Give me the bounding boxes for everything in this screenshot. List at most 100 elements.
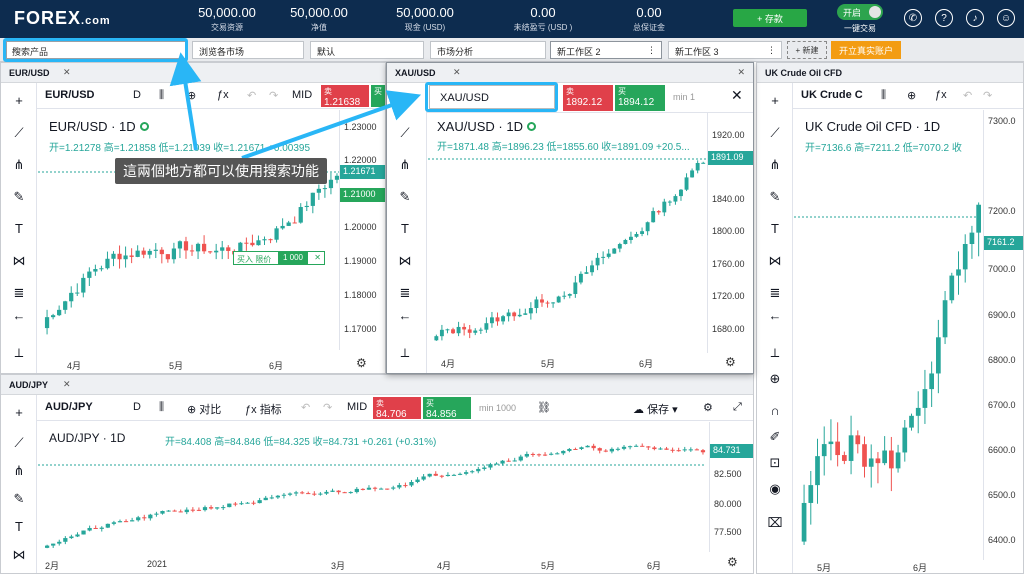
more-icon[interactable]: ⋮ [767,45,776,55]
zoom-icon[interactable]: ⊕ [11,371,27,373]
compare-icon[interactable]: ⊕ [907,90,917,102]
compare-button[interactable]: ⊕ 对比 [187,404,222,416]
interval-button[interactable]: D [133,401,141,413]
candles-eurusd[interactable] [38,110,340,340]
trendline-icon[interactable]: ⟋ [770,125,780,140]
brush-icon[interactable]: ✎ [769,189,781,204]
settings-icon[interactable]: ⚙ [356,356,367,370]
close-window-icon[interactable]: ✕ [737,67,745,77]
lock-draw-icon[interactable]: ✐ [769,429,781,444]
trash-icon[interactable]: ⌧ [767,515,783,530]
redo-icon[interactable]: ↷ [269,90,279,102]
trendline-icon[interactable]: ⟋ [14,435,24,450]
ruler-icon[interactable]: ⟂ [14,345,24,360]
pitchfork-icon[interactable]: ⋔ [769,157,781,172]
redo-icon[interactable]: ↷ [983,90,993,102]
text-icon[interactable]: T [401,221,409,236]
price-mode-label[interactable]: MID [292,89,313,101]
undo-icon[interactable]: ↶ [301,402,311,414]
close-icon[interactable]: ✕ [731,87,743,103]
candles-ukoil[interactable] [794,159,982,559]
tab-market-analysis[interactable]: 市场分析 [430,41,546,59]
indicators-button[interactable]: ƒx 指标 [245,404,282,416]
text-icon[interactable]: T [771,221,779,236]
candle-type-icon[interactable]: ⫼ [159,89,165,101]
bell-icon[interactable]: ♪ [966,9,984,27]
close-icon[interactable]: ✕ [63,67,71,77]
brush-icon[interactable]: ✎ [13,189,25,204]
settings-icon[interactable]: ⚙ [725,355,736,369]
price-axis[interactable]: 1920.00 1891.09 1840.00 1800.00 1760.00 … [707,113,753,353]
crosshair-icon[interactable]: + [15,405,23,420]
undo-icon[interactable]: ↶ [963,90,973,102]
pattern-icon[interactable]: ⋈ [12,547,26,562]
close-icon[interactable]: ✕ [314,253,321,262]
fib-icon[interactable]: ≣ [399,285,411,300]
buy-price-button[interactable]: 买 84.856 [423,397,471,420]
interval-button[interactable]: D [133,89,141,101]
sell-price-button[interactable]: 卖 84.706 [373,397,421,420]
back-arrow-icon[interactable]: ← [768,308,782,323]
new-workspace-button[interactable]: + 新建 [787,41,827,59]
trendline-icon[interactable]: ⟋ [400,125,410,140]
user-icon[interactable]: ☺ [997,9,1015,27]
price-axis[interactable]: 84.731 82.500 80.000 77.500 [709,422,753,552]
price-axis[interactable]: 1.23000 1.22000 1.21671 1.21000 1.20000 … [339,110,385,350]
indicator-icon[interactable]: ƒx [217,89,229,101]
save-button[interactable]: ☁ 保存 ▾ [633,404,678,416]
deposit-button[interactable]: + 存款 [733,9,807,27]
close-icon[interactable]: ✕ [453,67,461,77]
brush-icon[interactable]: ✎ [13,491,25,506]
pattern-icon[interactable]: ⋈ [768,253,782,268]
ruler-icon[interactable]: ⟂ [400,345,410,360]
sell-price-button[interactable]: 卖 1.21638 [321,85,369,108]
symbol-label[interactable]: UK Crude C [801,89,863,101]
tab-new-workspace-3[interactable]: 新工作区 3 ⋮ [668,41,782,59]
help-icon[interactable]: ? [935,9,953,27]
trendline-icon[interactable]: ⟋ [14,125,24,140]
buy-price-button[interactable]: 买 [371,85,385,107]
search-input[interactable]: 搜索产品 ⌕ [6,41,186,59]
eye-icon[interactable]: ◉ [769,481,781,496]
price-mode-label[interactable]: MID [347,401,368,413]
pattern-icon[interactable]: ⋈ [398,253,412,268]
pitchfork-icon[interactable]: ⋔ [399,157,411,172]
indicator-icon[interactable]: ƒx [935,89,947,101]
tab-default[interactable]: 默认 [310,41,424,59]
zoom-icon[interactable]: ⊕ [397,371,413,373]
text-icon[interactable]: T [15,519,23,534]
price-axis[interactable]: 7300.0 7200.0 7161.2 7000.0 6900.0 6800.… [983,110,1023,560]
pitchfork-icon[interactable]: ⋔ [13,157,25,172]
fib-icon[interactable]: ≣ [769,285,781,300]
candles-audjpy[interactable] [38,435,706,549]
pattern-icon[interactable]: ⋈ [12,253,26,268]
link-icon[interactable]: ⛓ [537,402,551,414]
open-live-account-button[interactable]: 开立真实账户 [831,41,901,59]
one-click-trading-toggle[interactable]: 开启 一键交易 [835,4,885,34]
sell-price-button[interactable]: 卖 1892.12 [563,85,613,111]
lock-icon[interactable]: ⊡ [769,455,781,470]
phone-icon[interactable]: ✆ [904,9,922,27]
ruler-icon[interactable]: ⟂ [770,345,780,360]
symbol-label[interactable]: EUR/USD [45,89,95,101]
undo-icon[interactable]: ↶ [247,90,257,102]
crosshair-icon[interactable]: + [15,93,23,108]
limit-order-line[interactable]: 买入 限价 1 000 ✕ [233,251,325,265]
magnet-icon[interactable]: ∩ [770,403,780,418]
crosshair-icon[interactable]: + [771,93,779,108]
fib-icon[interactable]: ≣ [13,285,25,300]
pitchfork-icon[interactable]: ⋔ [13,463,25,478]
fullscreen-icon[interactable]: ⤢ [733,401,742,413]
zoom-icon[interactable]: ⊕ [769,371,781,386]
candle-type-icon[interactable]: ⫼ [881,89,887,101]
brush-icon[interactable]: ✎ [399,189,411,204]
back-arrow-icon[interactable]: ← [398,308,412,323]
compare-icon[interactable]: ⊕ [187,90,197,102]
text-icon[interactable]: T [15,221,23,236]
symbol-search-input[interactable]: XAU/USD [429,85,555,109]
forex-logo[interactable]: FOREX.com [14,8,111,28]
redo-icon[interactable]: ↷ [323,402,333,414]
tab-browse-markets[interactable]: 浏览各市场 [192,41,304,59]
symbol-label[interactable]: AUD/JPY [45,401,93,413]
tab-new-workspace-2[interactable]: 新工作区 2 ⋮ [550,41,662,59]
